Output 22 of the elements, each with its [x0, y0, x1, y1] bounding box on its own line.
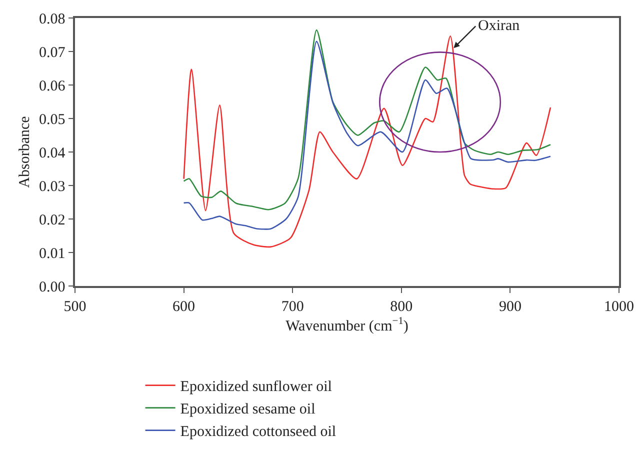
x-tick-label: 800 — [390, 298, 413, 315]
y-axis-title: Absorbance — [16, 116, 33, 188]
x-tick-label: 500 — [64, 298, 86, 315]
annotation: Oxiran — [478, 18, 520, 34]
legend-label: Epoxidized sesame oil — [180, 402, 316, 418]
legend-label: Epoxidized sunflower oil — [180, 379, 332, 396]
legend-label: Epoxidized cottonseed oil — [180, 424, 336, 440]
y-tick-label: 0.04 — [39, 145, 66, 162]
line-series — [183, 29, 552, 210]
y-tick-label: 0.08 — [39, 11, 66, 28]
y-tick-label: 0.06 — [39, 78, 66, 94]
x-tick-label: 1000 — [604, 298, 634, 315]
x-axis-title: Wavenumber (cm$^{−1}$) — [286, 316, 408, 334]
x-tick-label: 900 — [498, 298, 522, 315]
y-tick-label: 0.00 — [39, 279, 66, 296]
y-tick-label: 0.02 — [39, 212, 66, 228]
y-tick-label: 0.07 — [39, 44, 66, 61]
x-tick-label: 600 — [172, 298, 196, 315]
y-tick-label: 0.05 — [39, 112, 66, 128]
x-tick-label: 700 — [281, 298, 304, 315]
y-tick-label: 0.03 — [39, 178, 66, 195]
y-tick-label: 0.01 — [39, 246, 66, 262]
